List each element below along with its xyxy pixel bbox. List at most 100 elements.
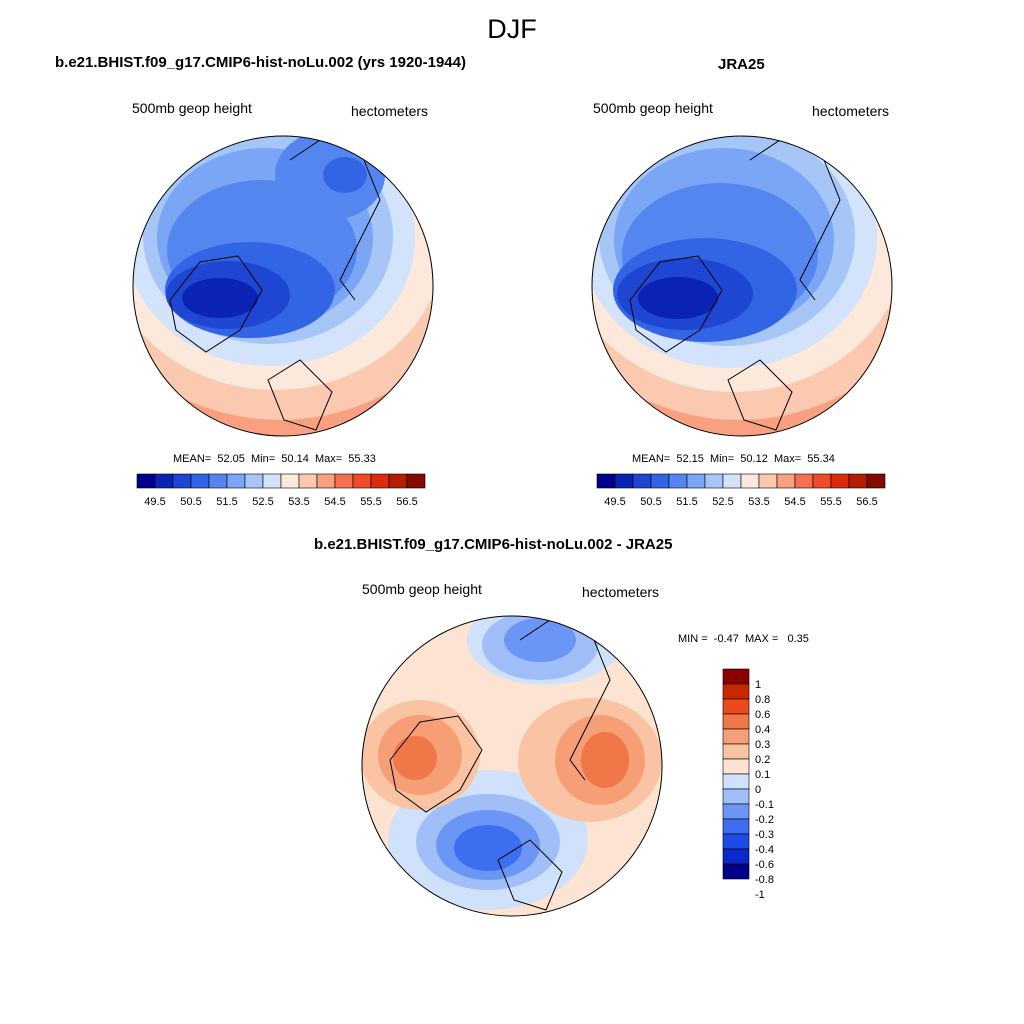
colorbar-swatch [244,473,264,489]
colorbar-tick-label: -0.6 [755,859,774,871]
colorbar-swatch [758,473,778,489]
obs-panel-title: JRA25 [718,56,765,73]
colorbar-swatch [704,473,724,489]
colorbar-tick-label: 54.5 [784,496,805,508]
colorbar-swatch [722,473,742,489]
obs-stats: MEAN= 52.15 Min= 50.12 Max= 55.34 [632,453,835,465]
colorbar-tick-label: 53.5 [748,496,769,508]
obs-colorbar: 49.5 50.5 51.5 52.5 53.5 54.5 55.5 56.5 [596,473,886,508]
colorbar-swatch [208,473,228,489]
colorbar-swatch [686,473,706,489]
colorbar-swatch [812,473,832,489]
min-value: 50.12 [740,453,768,465]
colorbar-swatch [154,473,174,489]
colorbar-tick-label: 0.8 [755,694,770,706]
colorbar-tick-label: 51.5 [216,496,237,508]
mean-label: MEAN= [173,453,212,465]
colorbar-tick-label: 50.5 [180,496,201,508]
colorbar-swatch [722,788,750,805]
colorbar-swatch [136,473,156,489]
colorbar-swatch [650,473,670,489]
diff-variable-label: 500mb geop height [362,581,482,597]
colorbar-swatch [722,713,750,730]
colorbar-tick-label: 52.5 [712,496,733,508]
colorbar-tick-label: -0.3 [755,829,774,841]
obs-units-label: hectometers [812,103,890,119]
model-panel-title: b.e21.BHIST.f09_g17.CMIP6-hist-noLu.002 … [55,54,466,71]
colorbar-swatch [722,818,750,835]
min-label: MIN = [678,633,708,645]
model-variable-label: 500mb geop height [132,100,252,116]
colorbar-tick-label: 0.6 [755,709,770,721]
colorbar-swatch [280,473,300,489]
colorbar-tick-label: 55.5 [820,496,841,508]
colorbar-tick-label: 0.1 [755,769,770,781]
colorbar-tick-label: -0.4 [755,844,774,856]
colorbar-swatch [722,683,750,700]
colorbar-swatch [722,863,750,880]
colorbar-tick-label: 56.5 [396,496,417,508]
colorbar-swatch [722,773,750,790]
colorbar-tick-label: 49.5 [144,496,165,508]
colorbar-swatch [776,473,796,489]
colorbar-tick-label: 55.5 [360,496,381,508]
max-value: 55.33 [348,453,376,465]
colorbar-swatch [406,473,426,489]
colorbar-swatch [316,473,336,489]
max-label: MAX = [744,633,779,645]
model-stats: MEAN= 52.05 Min= 50.14 Max= 55.33 [173,453,376,465]
colorbar-tick-label: 1 [755,679,761,691]
colorbar-swatch [596,473,616,489]
colorbar-tick-label: 0.3 [755,739,770,751]
colorbar-swatch [632,473,652,489]
colorbar-tick-label: -0.8 [755,874,774,886]
diff-map-border [361,615,663,917]
colorbar-swatch [830,473,850,489]
max-label: Max= [314,453,343,465]
colorbar-swatch [370,473,390,489]
colorbar-tick-label: 51.5 [676,496,697,508]
min-value: 50.14 [281,453,309,465]
colorbar-tick-label: 0.2 [755,754,770,766]
mean-label: MEAN= [632,453,671,465]
colorbar-tick-label: 0 [755,784,761,796]
colorbar-tick-label: -0.2 [755,814,774,826]
colorbar-swatch [722,758,750,775]
max-label: Max= [773,453,802,465]
colorbar-tick-label: 49.5 [604,496,625,508]
model-map-border [132,135,434,437]
model-polar-map [133,136,433,436]
obs-polar-map [592,136,892,436]
colorbar-tick-label: 52.5 [252,496,273,508]
colorbar-tick-label: -1 [755,889,765,901]
diff-panel-title: b.e21.BHIST.f09_g17.CMIP6-hist-noLu.002 … [314,536,673,553]
min-label: Min= [251,453,276,465]
min-value: -0.47 [713,633,739,645]
colorbar-tick-label: 0.4 [755,724,770,736]
model-units-label: hectometers [351,103,429,119]
colorbar-tick-label: 50.5 [640,496,661,508]
max-value: 0.35 [787,633,809,645]
diff-polar-map [362,616,662,916]
colorbar-swatch [614,473,634,489]
min-label: Min= [710,453,735,465]
colorbar-swatch [388,473,408,489]
colorbar-swatch [848,473,868,489]
model-colorbar: 49.5 50.5 51.5 52.5 53.5 54.5 55.5 56.5 [136,473,426,508]
colorbar-swatch [190,473,210,489]
colorbar-swatch [352,473,372,489]
colorbar-swatch [740,473,760,489]
diff-colorbar: 1 0.8 0.6 0.4 0.3 0.2 0.1 0 -0.1 -0.2 -0.3 -0.4 -0.6… [722,668,774,901]
colorbar-swatch [334,473,354,489]
colorbar-swatch [722,803,750,820]
colorbar-swatch [794,473,814,489]
obs-map-border [591,135,893,437]
colorbar-swatch [298,473,318,489]
max-value: 55.34 [807,453,835,465]
mean-value: 52.15 [676,453,704,465]
colorbar-swatch [668,473,688,489]
colorbar-swatch [866,473,886,489]
page-title: DJF [487,14,537,44]
colorbar-swatch [262,473,282,489]
